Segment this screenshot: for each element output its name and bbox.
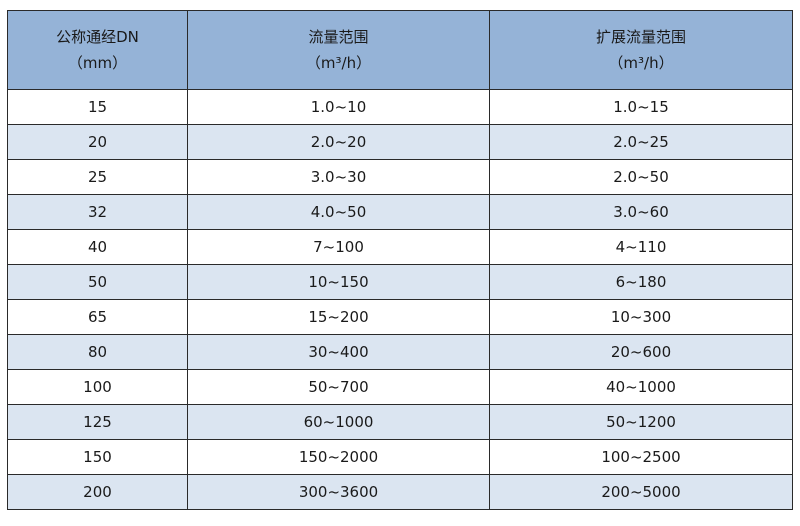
- cell-flow-range: 2.0~20: [187, 124, 490, 160]
- header-title: 公称通经DN: [56, 28, 139, 46]
- cell-flow-range: 300~3600: [187, 474, 490, 510]
- cell-extended-flow-range: 100~2500: [489, 439, 793, 475]
- cell-extended-flow-range: 200~5000: [489, 474, 793, 510]
- cell-flow-range: 15~200: [187, 299, 490, 335]
- cell-flow-range: 10~150: [187, 264, 490, 300]
- cell-extended-flow-range: 3.0~60: [489, 194, 793, 230]
- table-row: 20 2.0~20 2.0~25: [7, 124, 793, 160]
- table-row: 40 7~100 4~110: [7, 229, 793, 265]
- cell-flow-range: 50~700: [187, 369, 490, 405]
- cell-nominal-diameter: 32: [7, 194, 188, 230]
- cell-nominal-diameter: 125: [7, 404, 188, 440]
- table-row: 50 10~150 6~180: [7, 264, 793, 300]
- cell-flow-range: 150~2000: [187, 439, 490, 475]
- table-row: 125 60~1000 50~1200: [7, 404, 793, 440]
- header-nominal-diameter: 公称通经DN （mm）: [7, 10, 188, 90]
- cell-extended-flow-range: 50~1200: [489, 404, 793, 440]
- cell-flow-range: 3.0~30: [187, 159, 490, 195]
- cell-extended-flow-range: 4~110: [489, 229, 793, 265]
- cell-nominal-diameter: 80: [7, 334, 188, 370]
- cell-nominal-diameter: 65: [7, 299, 188, 335]
- table-row: 25 3.0~30 2.0~50: [7, 159, 793, 195]
- cell-extended-flow-range: 6~180: [489, 264, 793, 300]
- cell-flow-range: 4.0~50: [187, 194, 490, 230]
- table-row: 15 1.0~10 1.0~15: [7, 89, 793, 125]
- table-row: 32 4.0~50 3.0~60: [7, 194, 793, 230]
- cell-extended-flow-range: 10~300: [489, 299, 793, 335]
- cell-extended-flow-range: 2.0~50: [489, 159, 793, 195]
- table-row: 150 150~2000 100~2500: [7, 439, 793, 475]
- header-unit: （mm）: [67, 54, 128, 72]
- cell-nominal-diameter: 100: [7, 369, 188, 405]
- cell-nominal-diameter: 20: [7, 124, 188, 160]
- cell-flow-range: 60~1000: [187, 404, 490, 440]
- flow-range-table: 公称通经DN （mm） 流量范围 （m³/h） 扩展流量范围 （m³/h） 15 1.0…: [7, 10, 793, 510]
- cell-extended-flow-range: 1.0~15: [489, 89, 793, 125]
- cell-nominal-diameter: 25: [7, 159, 188, 195]
- cell-nominal-diameter: 150: [7, 439, 188, 475]
- cell-nominal-diameter: 15: [7, 89, 188, 125]
- cell-extended-flow-range: 40~1000: [489, 369, 793, 405]
- header-flow-range: 流量范围 （m³/h）: [187, 10, 490, 90]
- cell-flow-range: 1.0~10: [187, 89, 490, 125]
- table-row: 80 30~400 20~600: [7, 334, 793, 370]
- cell-nominal-diameter: 200: [7, 474, 188, 510]
- table-row: 200 300~3600 200~5000: [7, 474, 793, 510]
- cell-extended-flow-range: 20~600: [489, 334, 793, 370]
- cell-nominal-diameter: 40: [7, 229, 188, 265]
- header-unit: （m³/h）: [608, 54, 674, 72]
- header-extended-flow-range: 扩展流量范围 （m³/h）: [489, 10, 793, 90]
- header-unit: （m³/h）: [305, 54, 372, 72]
- header-title: 流量范围: [308, 28, 369, 46]
- cell-flow-range: 7~100: [187, 229, 490, 265]
- header-row: 公称通经DN （mm） 流量范围 （m³/h） 扩展流量范围 （m³/h）: [7, 10, 793, 90]
- table-row: 65 15~200 10~300: [7, 299, 793, 335]
- table-row: 100 50~700 40~1000: [7, 369, 793, 405]
- cell-extended-flow-range: 2.0~25: [489, 124, 793, 160]
- header-title: 扩展流量范围: [595, 28, 686, 46]
- cell-flow-range: 30~400: [187, 334, 490, 370]
- cell-nominal-diameter: 50: [7, 264, 188, 300]
